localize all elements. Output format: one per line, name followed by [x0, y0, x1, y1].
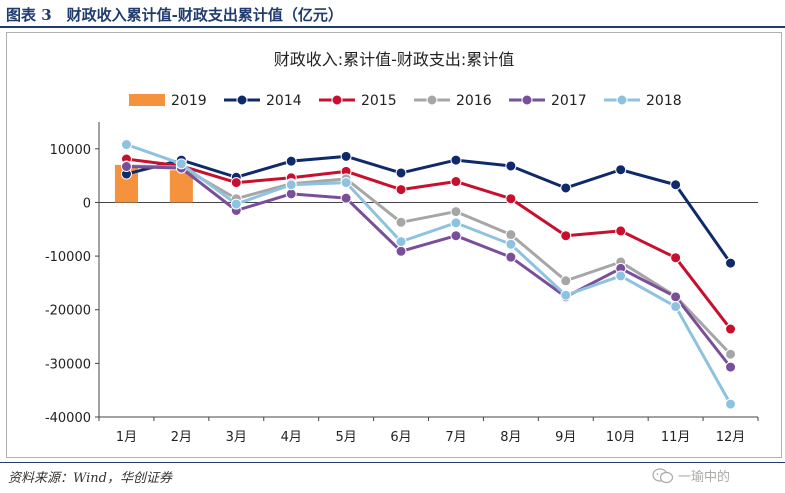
point-2014-10月: [615, 164, 627, 176]
x-tick-label: 2月: [171, 430, 192, 445]
point-2014-4月: [285, 155, 297, 167]
point-2015-8月: [505, 193, 517, 205]
chart-frame: 财政收入:累计值-财政支出:累计值 2019 2014 2015 2016 2017 20…: [6, 32, 782, 458]
point-2017-8月: [505, 251, 517, 263]
x-tick-label: 1月: [116, 430, 137, 445]
chart-legend: 2019 2014 2015 2016 2017 2018: [129, 93, 682, 109]
point-2014-8月: [505, 160, 517, 172]
legend-label-2018: 2018: [646, 93, 682, 109]
x-tick-label: 10月: [606, 430, 636, 445]
point-2016-7月: [450, 206, 462, 218]
point-2015-6月: [395, 184, 407, 196]
point-2017-5月: [340, 192, 352, 204]
y-tick-label: -30000: [45, 357, 91, 372]
point-2018-4月: [285, 179, 297, 191]
legend-label-2014: 2014: [266, 93, 302, 109]
point-2014-5月: [340, 150, 352, 162]
chart-svg: 财政收入:累计值-财政支出:累计值 2019 2014 2015 2016 2017 20…: [45, 50, 759, 445]
point-2018-11月: [670, 301, 682, 313]
point-2017-6月: [395, 245, 407, 257]
legend-label-2015: 2015: [361, 93, 397, 109]
point-2016-9月: [560, 275, 572, 287]
point-2018-2月: [175, 158, 187, 170]
series-line-2015: [126, 157, 732, 330]
legend-label-2016: 2016: [456, 93, 492, 109]
x-tick-label: 8月: [500, 430, 521, 445]
bar-2019-1月: [114, 164, 138, 203]
point-2015-7月: [450, 176, 462, 188]
point-2014-12月: [725, 257, 737, 269]
point-2015-12月: [725, 323, 737, 335]
point-2014-9月: [560, 182, 572, 194]
chart-axes: 10000 0 -10000 -20000 -30000 -40000 1月 2月 3月 4月 5月…: [45, 122, 759, 445]
y-tick-label: -40000: [45, 411, 91, 426]
point-2018-6月: [395, 236, 407, 248]
point-2017-11月: [670, 291, 682, 303]
watermark: 一瑜中的: [652, 466, 730, 485]
x-tick-label: 6月: [390, 430, 411, 445]
point-2016-12月: [725, 348, 737, 360]
x-tick-label: 12月: [716, 430, 746, 445]
series-line-2018: [125, 143, 732, 405]
point-2015-9月: [560, 230, 572, 242]
series-line-2014: [126, 154, 732, 264]
legend-label-2017: 2017: [551, 93, 587, 109]
point-2018-10月: [615, 270, 627, 282]
line-series: [120, 139, 737, 410]
x-tick-label: 11月: [661, 430, 691, 445]
wechat-icon: [652, 467, 674, 483]
source-note: 资料来源：Wind，华创证券: [8, 471, 172, 486]
y-tick-label: -10000: [45, 250, 91, 265]
watermark-text: 一瑜中的: [678, 470, 731, 485]
legend-marker-2018: [616, 94, 628, 106]
legend-marker-2016: [426, 94, 438, 106]
point-2014-7月: [450, 154, 462, 166]
point-2014-11月: [670, 179, 682, 191]
x-tick-label: 4月: [281, 430, 302, 445]
point-2018-7月: [450, 217, 462, 229]
x-tick-label: 7月: [445, 430, 466, 445]
figure-title: 图表 3 财政收入累计值-财政支出累计值（亿元）: [6, 6, 343, 24]
header-rule: [0, 26, 785, 28]
x-tick-label: 5月: [335, 430, 356, 445]
point-2018-8月: [505, 238, 517, 250]
x-tick-label: 9月: [555, 430, 576, 445]
point-2017-4月: [285, 188, 297, 200]
point-2017-7月: [450, 230, 462, 242]
legend-swatch-2019: [129, 94, 165, 106]
point-2016-6月: [395, 216, 407, 228]
point-2017-1月: [120, 161, 132, 173]
x-tick-label: 3月: [226, 430, 247, 445]
legend-marker-2015: [331, 94, 343, 106]
point-2016-8月: [505, 229, 517, 241]
chart-title: 财政收入:累计值-财政支出:累计值: [274, 50, 515, 69]
point-2015-10月: [615, 225, 627, 237]
y-tick-label: 0: [83, 196, 91, 211]
series-line-2017: [126, 165, 732, 369]
legend-marker-2014: [236, 94, 248, 106]
point-2015-11月: [670, 252, 682, 264]
y-tick-label: 10000: [50, 143, 91, 158]
bar-series: [114, 164, 193, 203]
legend-label-2019: 2019: [171, 93, 207, 109]
point-2015-3月: [230, 177, 242, 189]
y-tick-label: -20000: [45, 304, 91, 319]
footer-rule: [0, 462, 785, 463]
legend-marker-2017: [521, 94, 533, 106]
point-2018-1月: [120, 139, 132, 151]
bar-2019-2月: [169, 170, 193, 203]
point-2018-3月: [230, 198, 242, 210]
point-2014-6月: [395, 167, 407, 179]
point-2017-12月: [725, 361, 737, 373]
point-2018-5月: [340, 177, 352, 189]
point-2018-9月: [560, 289, 572, 301]
series-line-2016: [126, 164, 732, 356]
point-2018-12月: [725, 398, 737, 410]
